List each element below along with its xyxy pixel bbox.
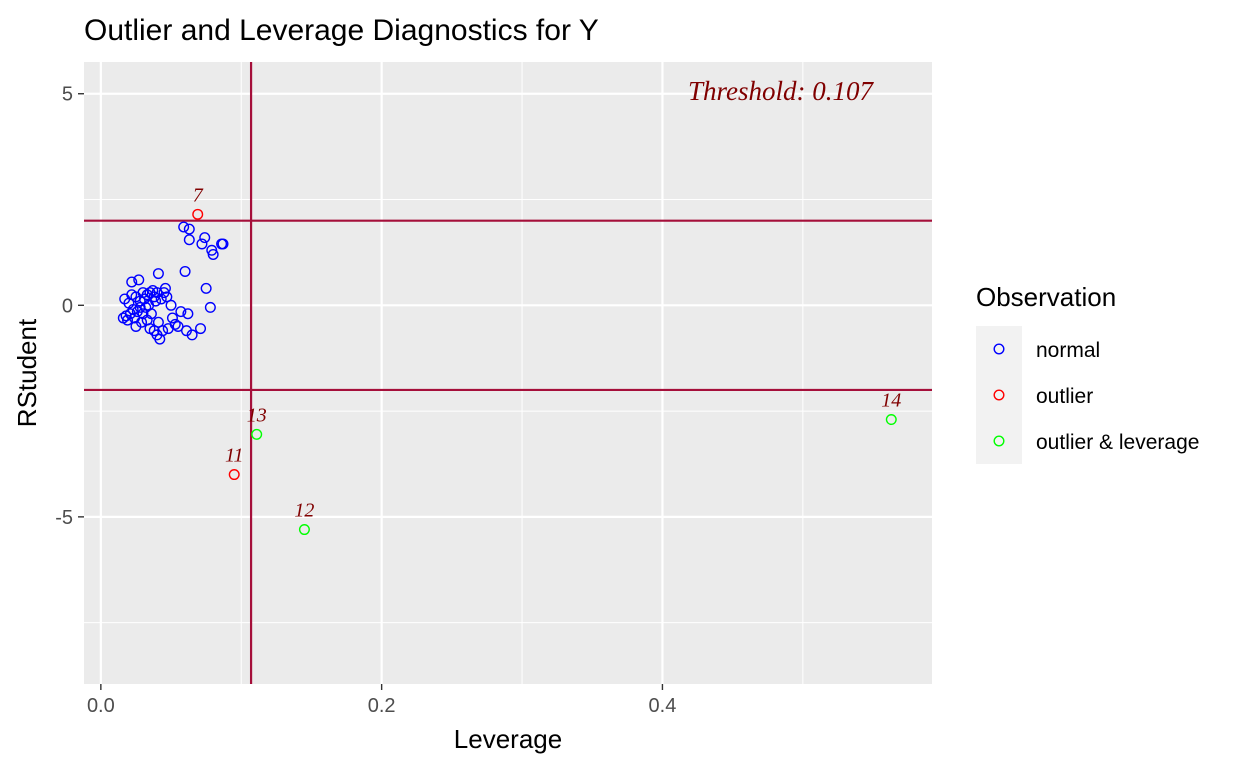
data-point bbox=[186, 329, 198, 341]
data-point bbox=[122, 314, 134, 326]
data-point bbox=[251, 428, 263, 440]
data-point bbox=[133, 274, 145, 286]
data-point bbox=[140, 301, 152, 313]
grid-minor bbox=[84, 62, 932, 684]
x-tick-label: 0.2 bbox=[368, 695, 396, 717]
y-axis-title: RStudent bbox=[12, 318, 42, 427]
x-axis: 0.0 0.2 0.4 bbox=[87, 684, 676, 717]
data-point bbox=[126, 276, 138, 288]
data-point bbox=[172, 320, 184, 332]
data-point bbox=[159, 282, 171, 294]
data-points bbox=[117, 208, 897, 536]
data-point bbox=[199, 232, 211, 244]
threshold-label: Threshold: 0.107 bbox=[688, 76, 875, 106]
data-point bbox=[207, 249, 219, 261]
data-point bbox=[183, 234, 195, 246]
data-point bbox=[157, 325, 169, 337]
data-point bbox=[134, 301, 146, 313]
y-axis: 5 0 -5 bbox=[55, 84, 84, 529]
point-label: 11 bbox=[225, 445, 244, 467]
legend-key-symbol bbox=[993, 343, 1005, 355]
data-point bbox=[195, 323, 207, 335]
data-point bbox=[165, 299, 177, 311]
plot-panel bbox=[84, 62, 932, 684]
legend-title: Observation bbox=[976, 282, 1116, 312]
data-point bbox=[152, 268, 164, 280]
legend: Observation normal outlier outlier & lever… bbox=[976, 282, 1199, 464]
data-point bbox=[192, 208, 204, 220]
point-label: 14 bbox=[881, 390, 901, 412]
data-point bbox=[178, 221, 190, 233]
point-label: 13 bbox=[247, 404, 267, 426]
data-point bbox=[155, 293, 167, 305]
data-point bbox=[136, 316, 148, 328]
legend-key-symbol bbox=[993, 389, 1005, 401]
data-point bbox=[150, 295, 162, 307]
x-tick-label: 0.0 bbox=[87, 695, 115, 717]
legend-label: outlier bbox=[1036, 385, 1093, 408]
x-axis-title: Leverage bbox=[454, 724, 562, 754]
y-tick-label: 5 bbox=[62, 84, 73, 106]
data-point bbox=[161, 291, 173, 303]
legend-label: normal bbox=[1036, 339, 1100, 362]
data-point bbox=[182, 308, 194, 320]
data-point bbox=[885, 414, 897, 426]
point-label: 7 bbox=[193, 184, 204, 206]
data-point bbox=[152, 316, 164, 328]
data-point bbox=[169, 318, 181, 330]
data-point bbox=[175, 306, 187, 318]
reference-lines bbox=[84, 62, 932, 684]
grid-major bbox=[84, 62, 932, 684]
data-point bbox=[298, 524, 310, 536]
legend-key-symbol bbox=[993, 435, 1005, 447]
data-point bbox=[217, 238, 229, 250]
legend-key bbox=[976, 372, 1022, 418]
legend-key bbox=[976, 326, 1022, 372]
data-point bbox=[196, 238, 208, 250]
data-point bbox=[200, 282, 212, 294]
data-point bbox=[166, 312, 178, 324]
data-point bbox=[204, 301, 216, 313]
x-tick-label: 0.4 bbox=[649, 695, 677, 717]
point-label: 12 bbox=[294, 500, 314, 522]
y-tick-label: 0 bbox=[62, 295, 73, 317]
data-point bbox=[145, 308, 157, 320]
chart-title: Outlier and Leverage Diagnostics for Y bbox=[84, 14, 599, 47]
data-point bbox=[183, 223, 195, 235]
legend-key bbox=[976, 418, 1022, 464]
data-point bbox=[228, 469, 240, 481]
data-point bbox=[179, 265, 191, 277]
legend-label: outlier & leverage bbox=[1036, 431, 1199, 454]
y-tick-label: -5 bbox=[55, 507, 73, 529]
